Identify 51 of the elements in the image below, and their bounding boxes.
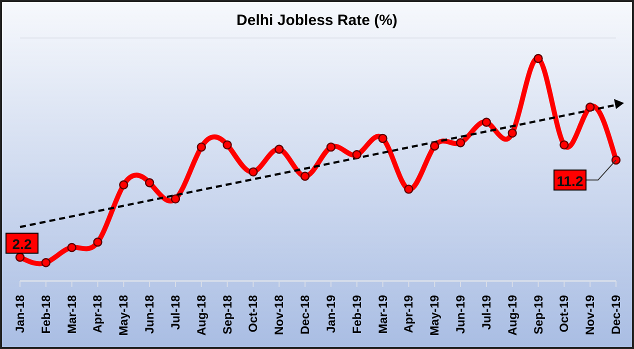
x-tick-label: Sep-18 — [220, 294, 234, 334]
point — [482, 118, 492, 127]
x-tick-label: Dec-18 — [298, 294, 312, 334]
x-tick-label: Aug-19 — [505, 294, 520, 336]
point — [93, 238, 102, 247]
point — [196, 142, 206, 152]
point — [326, 142, 336, 152]
point — [611, 155, 621, 165]
data-label: 2.2 — [12, 236, 32, 252]
point — [15, 252, 25, 262]
x-tick-label: May-18 — [116, 294, 131, 336]
point — [560, 140, 569, 150]
point — [67, 242, 76, 252]
point — [274, 144, 284, 154]
point — [534, 54, 543, 64]
point — [300, 172, 310, 181]
point — [585, 102, 595, 112]
x-tick-label: Feb-19 — [350, 294, 364, 334]
x-tick-label: Mar-18 — [64, 294, 79, 334]
x-tick-label: Oct-18 — [246, 294, 260, 332]
x-tick-label: Jan-19 — [324, 294, 338, 334]
point — [248, 167, 258, 177]
point — [222, 140, 232, 150]
point — [119, 180, 128, 190]
x-tick-label: Jun-18 — [142, 294, 157, 334]
x-tick-label: Dec-19 — [609, 294, 623, 334]
x-tick-label: Apr-19 — [402, 294, 416, 334]
x-tick-label: May-19 — [428, 294, 442, 336]
point — [430, 141, 440, 151]
x-tick-label: Aug-18 — [194, 294, 208, 336]
chart-title: Delhi Jobless Rate (%) — [236, 12, 398, 29]
x-tick-label: Jul-18 — [168, 294, 182, 330]
x-tick-label: Mar-19 — [376, 294, 390, 334]
x-tick-label: Oct-19 — [557, 294, 572, 332]
point — [456, 138, 466, 148]
x-tick-label: Jan-18 — [13, 294, 27, 334]
x-tick-label: Apr-18 — [90, 294, 105, 334]
x-tick-label: Jun-19 — [454, 294, 468, 334]
x-tick-label: Nov-19 — [583, 294, 598, 336]
point — [144, 178, 154, 188]
point — [378, 134, 388, 144]
point — [404, 184, 414, 194]
point — [352, 150, 362, 160]
x-tick-label: Nov-18 — [272, 294, 286, 336]
point — [41, 258, 51, 268]
data-label: 11.2 — [556, 173, 584, 190]
x-tick-label: Feb-18 — [38, 294, 53, 334]
point — [170, 194, 180, 204]
point — [508, 128, 517, 138]
x-tick-label: Jul-19 — [479, 294, 494, 330]
x-tick-label: Sep-19 — [531, 294, 546, 334]
